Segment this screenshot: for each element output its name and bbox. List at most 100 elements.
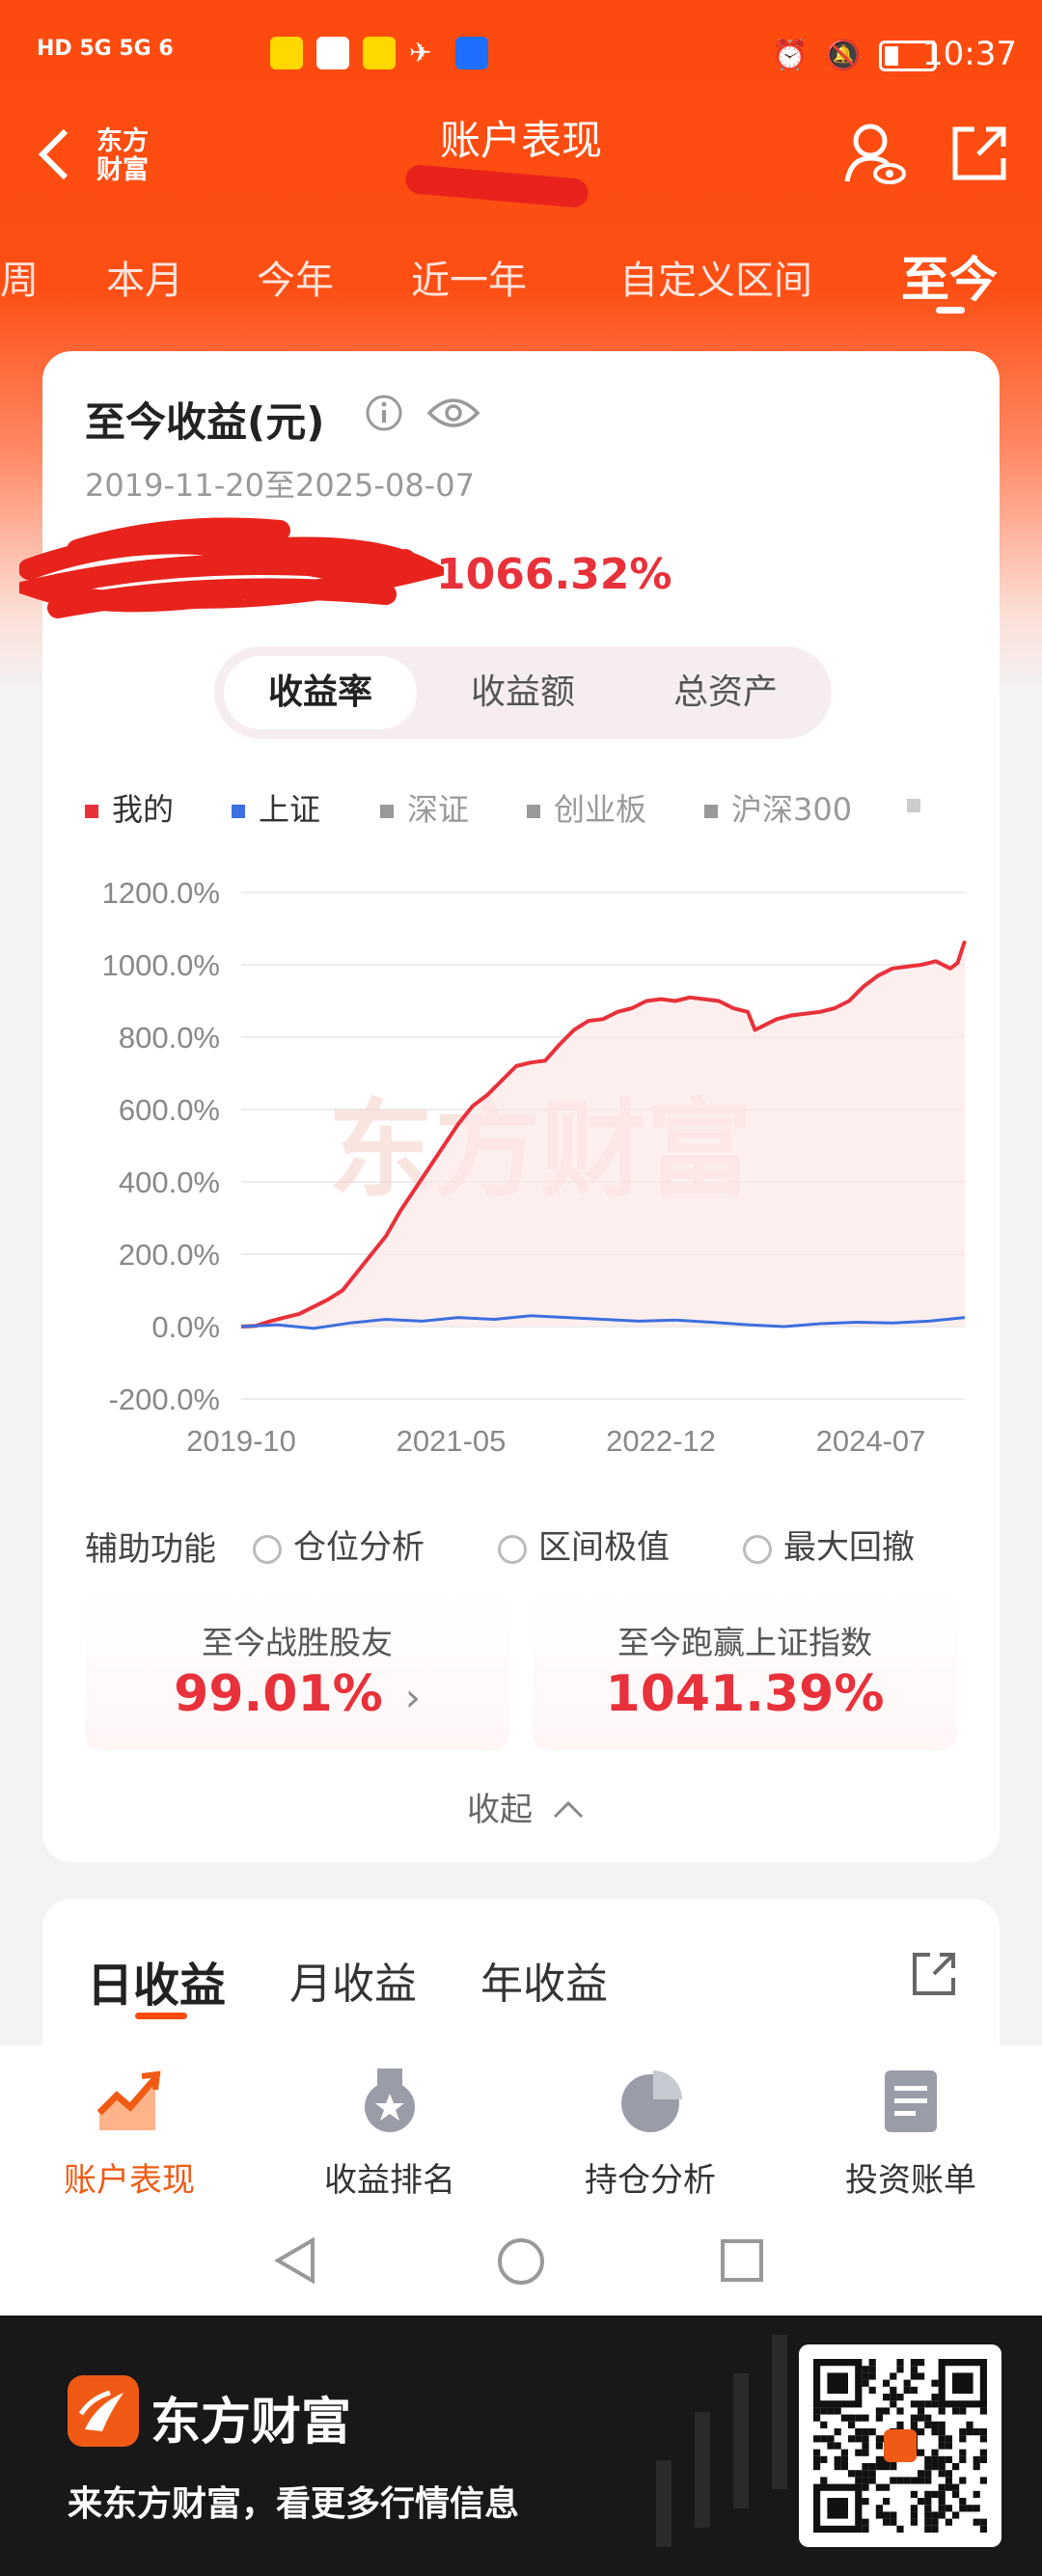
zhihu-icon	[455, 37, 488, 69]
clock: 10:37	[922, 35, 1017, 73]
summary-title: 至今收益(元)	[85, 398, 325, 446]
y-tick-label: 800.0%	[119, 1021, 220, 1055]
back-button[interactable]	[35, 125, 73, 183]
system-back-button[interactable]	[272, 2236, 320, 2285]
info-button[interactable]	[365, 394, 403, 432]
nav-investment-bill[interactable]: 投资账单	[814, 2055, 1007, 2201]
y-tick-label: 1200.0%	[102, 876, 220, 910]
x-tick-label: 2019-10	[186, 1424, 296, 1458]
stat-value: 1041.39%	[605, 1665, 885, 1723]
legend-item-shenzhen[interactable]: 深证	[380, 785, 469, 830]
chevron-right-icon: ›	[404, 1676, 421, 1720]
candlestick-decoration	[656, 2335, 787, 2547]
segment-return-rate[interactable]: 收益率	[224, 656, 417, 729]
system-home-button[interactable]	[496, 2236, 546, 2287]
series-line-mine	[240, 940, 967, 1329]
radio-icon	[498, 1534, 527, 1564]
tab-daily-income[interactable]: 日收益	[87, 1959, 227, 2013]
nav-account-performance[interactable]: 账户表现	[33, 2055, 226, 2201]
share-icon	[913, 1953, 955, 1995]
income-share-button[interactable]	[909, 1949, 959, 1999]
y-tick-label: 0.0%	[151, 1310, 220, 1344]
aux-option-label: 最大回撤	[783, 1528, 915, 1567]
chevron-up-icon	[553, 1800, 583, 1819]
collapse-button[interactable]: 收起	[467, 1783, 586, 1830]
x-tick-label: 2022-12	[606, 1424, 716, 1458]
radio-icon	[253, 1534, 282, 1564]
income-tab-indicator	[135, 2013, 187, 2019]
legend-swatch	[527, 805, 540, 818]
x-tick-label: 2021-05	[397, 1424, 507, 1458]
nav-return-ranking[interactable]: 收益排名	[293, 2055, 486, 2201]
bottom-nav-bar	[0, 2045, 1042, 2316]
y-tick-label: 400.0%	[119, 1165, 220, 1199]
medal-icon	[365, 2069, 415, 2132]
stat-label: 至今跑赢上证指数	[617, 1624, 872, 1661]
bill-icon	[885, 2070, 937, 2132]
redaction-scribble	[19, 517, 444, 618]
tab-this-year[interactable]: 今年	[257, 259, 334, 303]
stat-value-row: 99.01% ›	[85, 1665, 509, 1723]
page-title: 账户表现	[439, 117, 602, 164]
aux-position-analysis[interactable]: 仓位分析	[253, 1521, 425, 1568]
brand-logo: 东方财富	[96, 126, 149, 185]
return-percentage: 1066.32%	[436, 550, 672, 599]
share-icon	[952, 126, 1006, 180]
legend-swatch	[232, 805, 245, 818]
alarm-icon: ⏰	[772, 39, 809, 72]
metric-segmented-control: 收益率 收益额 总资产	[214, 646, 832, 739]
pie-chart-icon	[621, 2070, 682, 2132]
date-range: 2019-11-20至2025-08-07	[85, 467, 475, 504]
stat-label: 至今战胜股友	[202, 1624, 393, 1661]
qr-code[interactable]	[799, 2344, 1001, 2547]
visibility-toggle[interactable]	[426, 394, 480, 432]
tab-custom-range[interactable]: 自定义区间	[619, 259, 812, 303]
y-tick-label: 200.0%	[119, 1238, 220, 1272]
system-recents-button[interactable]	[720, 2238, 764, 2283]
aux-range-extremes[interactable]: 区间极值	[498, 1521, 670, 1568]
beat-peers-stat[interactable]: 至今战胜股友 99.01% ›	[85, 1590, 509, 1750]
tab-week[interactable]: 周	[0, 259, 39, 303]
footer-slogan: 来东方财富，看更多行情信息	[68, 2484, 520, 2524]
y-tick-label: 1000.0%	[102, 948, 220, 982]
notification-icons: ✈	[270, 37, 488, 69]
radio-icon	[743, 1534, 772, 1564]
legend-item-chinext[interactable]: 创业板	[527, 785, 646, 830]
chevron-left-icon	[38, 128, 69, 180]
legend-item-mine[interactable]: 我的	[85, 785, 174, 830]
tab-monthly-income[interactable]: 月收益	[289, 1959, 417, 2009]
series-line-shanghai	[240, 1314, 966, 1330]
tab-last-year[interactable]: 近一年	[411, 259, 527, 303]
legend-item-more[interactable]	[907, 785, 934, 822]
segment-return-amount[interactable]: 收益额	[470, 672, 575, 712]
tab-this-month[interactable]: 本月	[106, 259, 183, 303]
y-tick-label: -200.0%	[109, 1383, 220, 1416]
y-tick-label: 600.0%	[119, 1093, 220, 1127]
trend-chart-icon	[96, 2070, 161, 2130]
feather-icon: ✈	[409, 37, 432, 69]
tab-since-inception[interactable]: 至今	[901, 252, 998, 308]
legend-swatch	[907, 799, 920, 812]
promo-footer: 东方财富 来东方财富，看更多行情信息	[0, 2316, 1042, 2576]
segment-total-assets[interactable]: 总资产	[672, 672, 778, 712]
beat-shanghai-stat: 至今跑赢上证指数 1041.39%	[533, 1590, 957, 1750]
legend-swatch	[85, 805, 98, 818]
tab-yearly-income[interactable]: 年收益	[480, 1959, 608, 2009]
nav-holding-analysis[interactable]: 持仓分析	[554, 2055, 747, 2201]
app-icon	[316, 37, 349, 69]
nav-label: 收益排名	[324, 2161, 455, 2200]
mute-icon: 🔕	[825, 39, 862, 72]
qr-code-graphic	[813, 2359, 987, 2533]
footer-brand: 东方财富	[151, 2394, 352, 2452]
stat-value: 99.01%	[174, 1665, 383, 1723]
nav-label: 账户表现	[64, 2161, 195, 2200]
series-area-mine	[241, 941, 965, 1327]
legend-item-shanghai[interactable]: 上证	[232, 785, 320, 830]
legend-item-csi300[interactable]: 沪深300	[704, 785, 852, 830]
share-button[interactable]	[949, 123, 1009, 183]
user-view-button[interactable]	[843, 120, 907, 187]
eye-icon	[426, 398, 480, 427]
battery-icon	[878, 40, 937, 71]
legend-swatch	[380, 805, 394, 818]
aux-max-drawdown[interactable]: 最大回撤	[743, 1521, 915, 1568]
